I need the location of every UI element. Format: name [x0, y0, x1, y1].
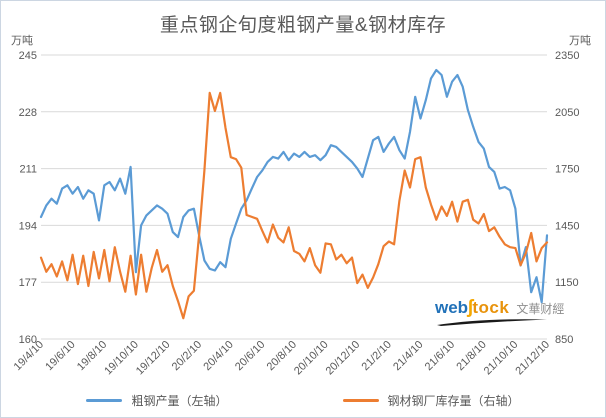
x-axis-tick-label: 21/12/10 — [513, 339, 552, 378]
right-axis-tick-label: 2050 — [555, 107, 579, 119]
legend-swatch-production — [86, 399, 123, 402]
right-axis-tick-label: 2350 — [555, 50, 579, 62]
gridlines — [41, 54, 547, 340]
legend-label-inventory: 钢材钢厂库存量（右轴） — [387, 394, 520, 408]
watermark-swoosh-underline — [437, 319, 547, 326]
legend-label-production: 粗钢产量（左轴） — [131, 394, 228, 408]
left-axis-tick-label: 211 — [19, 164, 37, 176]
right-axis-tick-labels: 2350 2050 1750 1450 1150 850 — [555, 50, 579, 346]
series-line-0 — [39, 68, 549, 304]
x-axis-tick-label: 20/6/10 — [233, 339, 267, 373]
right-axis-tick-label: 1150 — [555, 277, 579, 289]
x-axis-tick-label: 19/12/10 — [134, 339, 173, 378]
watermark-chinese-text: 文華财經 — [516, 302, 565, 316]
left-axis-tick-label: 177 — [19, 277, 37, 289]
right-axis-tick-label: 1450 — [555, 220, 579, 232]
x-axis-tick-label: 21/4/10 — [391, 339, 425, 373]
legend-item-inventory: 钢材钢厂库存量（右轴） — [342, 392, 520, 409]
left-axis-tick-label: 228 — [19, 107, 37, 119]
legend-swatch-inventory — [342, 399, 379, 402]
x-axis-tick-labels: 19/4/1019/6/1019/8/1019/10/1019/12/1020/… — [12, 339, 552, 378]
right-axis-tick-label: 850 — [555, 334, 573, 346]
x-axis-tick-label: 19/6/10 — [43, 339, 77, 373]
x-axis-tick-label: 20/4/10 — [201, 339, 235, 373]
x-axis-tick-label: 21/2/10 — [360, 339, 394, 373]
x-axis-tick-label: 21/6/10 — [423, 339, 457, 373]
legend-item-production: 粗钢产量（左轴） — [86, 392, 228, 409]
watermark-webstock-logo: web ʃ tock 文華财經 — [435, 297, 564, 326]
left-axis-unit-label: 万吨 — [11, 35, 33, 47]
watermark-web-text: web — [435, 298, 469, 317]
chart-legend: 粗钢产量（左轴） 钢材钢厂库存量（右轴） — [1, 392, 605, 409]
left-axis-tick-label: 245 — [19, 50, 37, 62]
left-axis-tick-labels: 245 228 211 194 177 160 — [19, 50, 37, 346]
right-axis-unit-label: 万吨 — [569, 35, 591, 47]
watermark-s-swoosh-icon: ʃ — [467, 297, 474, 318]
watermark-tock-text: tock — [472, 298, 510, 317]
chart-title: 重点钢企旬度粗钢产量&钢材库存 — [159, 15, 447, 36]
x-axis-tick-label: 20/12/10 — [324, 339, 363, 378]
left-axis-tick-label: 194 — [19, 220, 37, 232]
x-axis-tick-label: 20/2/10 — [170, 339, 204, 373]
series-line-1 — [39, 91, 549, 320]
right-axis-tick-label: 1750 — [555, 164, 579, 176]
left-axis-tick-label: 160 — [19, 334, 37, 346]
